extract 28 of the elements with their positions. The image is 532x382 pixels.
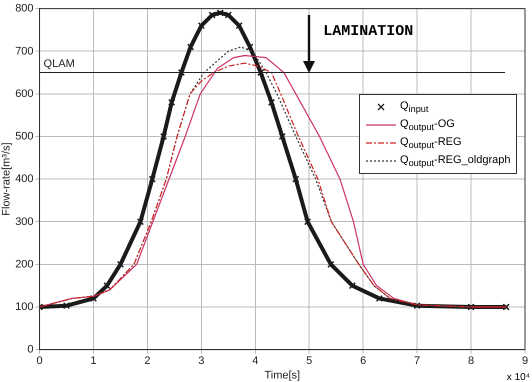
legend-label: Q$_{output}$-REG_oldgraph	[400, 154, 510, 168]
x-tick-label: 5	[306, 355, 312, 368]
x-axis-title: Time[s]	[264, 369, 300, 382]
y-tick-label: 400	[15, 173, 34, 186]
y-tick-label: 300	[15, 216, 34, 228]
y-tick-label: 100	[15, 301, 34, 314]
x-tick-label: 1	[90, 355, 97, 368]
legend-label: Q$_{output}$-REG	[400, 136, 462, 150]
x-tick-label: 3	[198, 355, 204, 368]
y-tick-label: 200	[15, 258, 34, 270]
y-axis-title: Flow-rate[m³/s]	[0, 142, 13, 216]
x-tick-label: 9	[522, 355, 528, 368]
x-tick-label: 7	[414, 355, 420, 368]
y-tick-label: 600	[15, 88, 34, 100]
annotation: LAMINATION	[323, 22, 414, 40]
x-tick-label: 8	[468, 355, 474, 368]
y-tick-label: 700	[15, 45, 34, 58]
x-tick-label: 2	[144, 355, 150, 368]
legend-label: Q$_{output}$-OG	[400, 118, 455, 132]
y-tick-label: 500	[15, 130, 34, 143]
ref-line-label: QLAM	[44, 58, 75, 70]
x-tick-label: 0	[36, 355, 43, 368]
x-tick-label: 4	[252, 355, 258, 368]
y-tick-label: 0	[27, 344, 34, 356]
y-tick-label: 800	[15, 2, 34, 15]
text: x 10⁴	[506, 372, 530, 382]
x-tick-label: 6	[360, 355, 366, 368]
legend-label: Q$_{input}$	[400, 100, 428, 114]
